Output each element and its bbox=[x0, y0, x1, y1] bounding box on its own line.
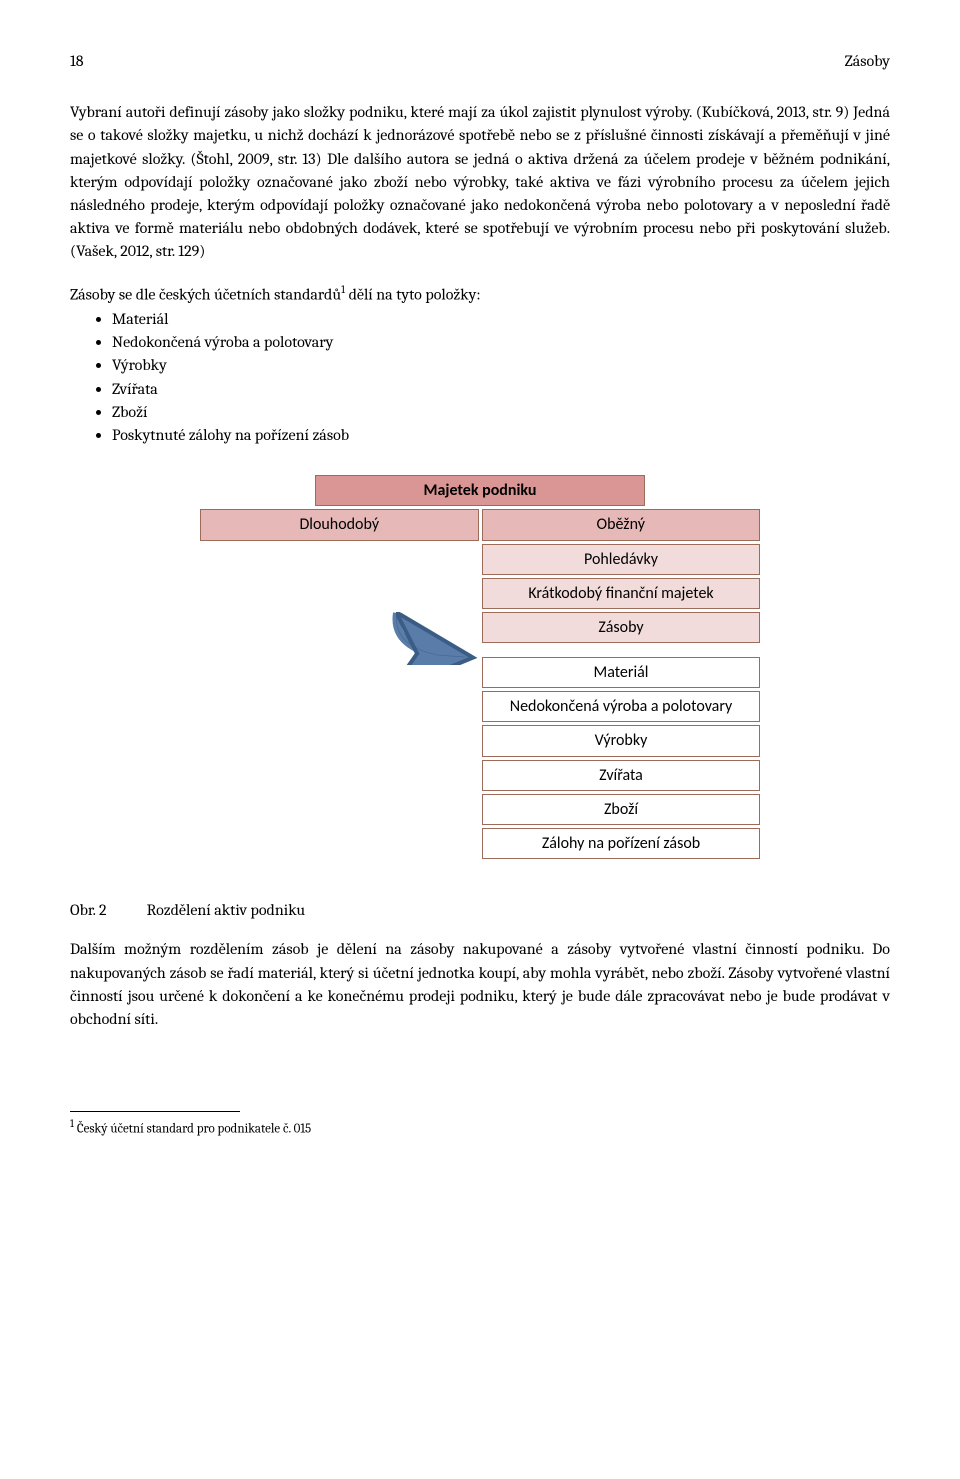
list-item: Zvířata bbox=[112, 378, 890, 401]
diagram-box: Pohledávky bbox=[482, 544, 760, 575]
list-item: Zboží bbox=[112, 401, 890, 424]
diagram-group-4: Materiál Nedokončená výroba a polotovary… bbox=[482, 657, 760, 859]
diagram-box-dlouhodoby: Dlouhodobý bbox=[200, 509, 479, 540]
caption-text: Rozdělení aktiv podniku bbox=[147, 899, 306, 922]
list-item: Výrobky bbox=[112, 354, 890, 377]
paragraph-2: Dalším možným rozdělením zásob je dělení… bbox=[70, 938, 890, 1031]
page-header: 18 Zásoby bbox=[70, 50, 890, 73]
caption-label: Obr. 2 bbox=[70, 899, 107, 922]
arrow-icon bbox=[387, 605, 477, 665]
diagram-box-top: Majetek podniku bbox=[315, 475, 645, 506]
footnote-separator bbox=[70, 1111, 240, 1112]
footnote: 1 Český účetní standard pro podnikatele … bbox=[70, 1116, 890, 1139]
diagram-box: Zboží bbox=[482, 794, 760, 825]
paragraph-1: Vybraní autoři definují zásoby jako slož… bbox=[70, 101, 890, 263]
section-title: Zásoby bbox=[845, 50, 890, 73]
diagram-box-obezny: Oběžný bbox=[482, 509, 761, 540]
list-item: Poskytnuté zálohy na pořízení zásob bbox=[112, 424, 890, 447]
diagram-row-2: Dlouhodobý Oběžný bbox=[200, 509, 760, 540]
diagram-group-3: Pohledávky Krátkodobý finanční majetek Z… bbox=[482, 544, 760, 644]
footnote-text: Český účetní standard pro podnikatele č.… bbox=[74, 1121, 311, 1136]
diagram-box: Zvířata bbox=[482, 760, 760, 791]
list-intro: Zásoby se dle českých účetních standardů… bbox=[70, 282, 890, 307]
figure-caption: Obr. 2 Rozdělení aktiv podniku bbox=[70, 899, 890, 922]
bullets-list: Materiál Nedokončená výroba a polotovary… bbox=[70, 308, 890, 447]
diagram-box: Zálohy na pořízení zásob bbox=[482, 828, 760, 859]
diagram-box: Zásoby bbox=[482, 612, 760, 643]
diagram: Majetek podniku Dlouhodobý Oběžný Pohled… bbox=[200, 475, 760, 859]
diagram-box: Nedokončená výroba a polotovary bbox=[482, 691, 760, 722]
list-item: Nedokončená výroba a polotovary bbox=[112, 331, 890, 354]
list-intro-b: dělí na tyto položky: bbox=[345, 285, 481, 303]
diagram-box: Výrobky bbox=[482, 725, 760, 756]
list-intro-a: Zásoby se dle českých účetních standardů bbox=[70, 285, 341, 303]
diagram-container: Majetek podniku Dlouhodobý Oběžný Pohled… bbox=[70, 475, 890, 859]
page-number: 18 bbox=[70, 50, 84, 73]
diagram-row-1: Majetek podniku bbox=[200, 475, 760, 506]
list-item: Materiál bbox=[112, 308, 890, 331]
diagram-box: Materiál bbox=[482, 657, 760, 688]
diagram-box: Krátkodobý finanční majetek bbox=[482, 578, 760, 609]
